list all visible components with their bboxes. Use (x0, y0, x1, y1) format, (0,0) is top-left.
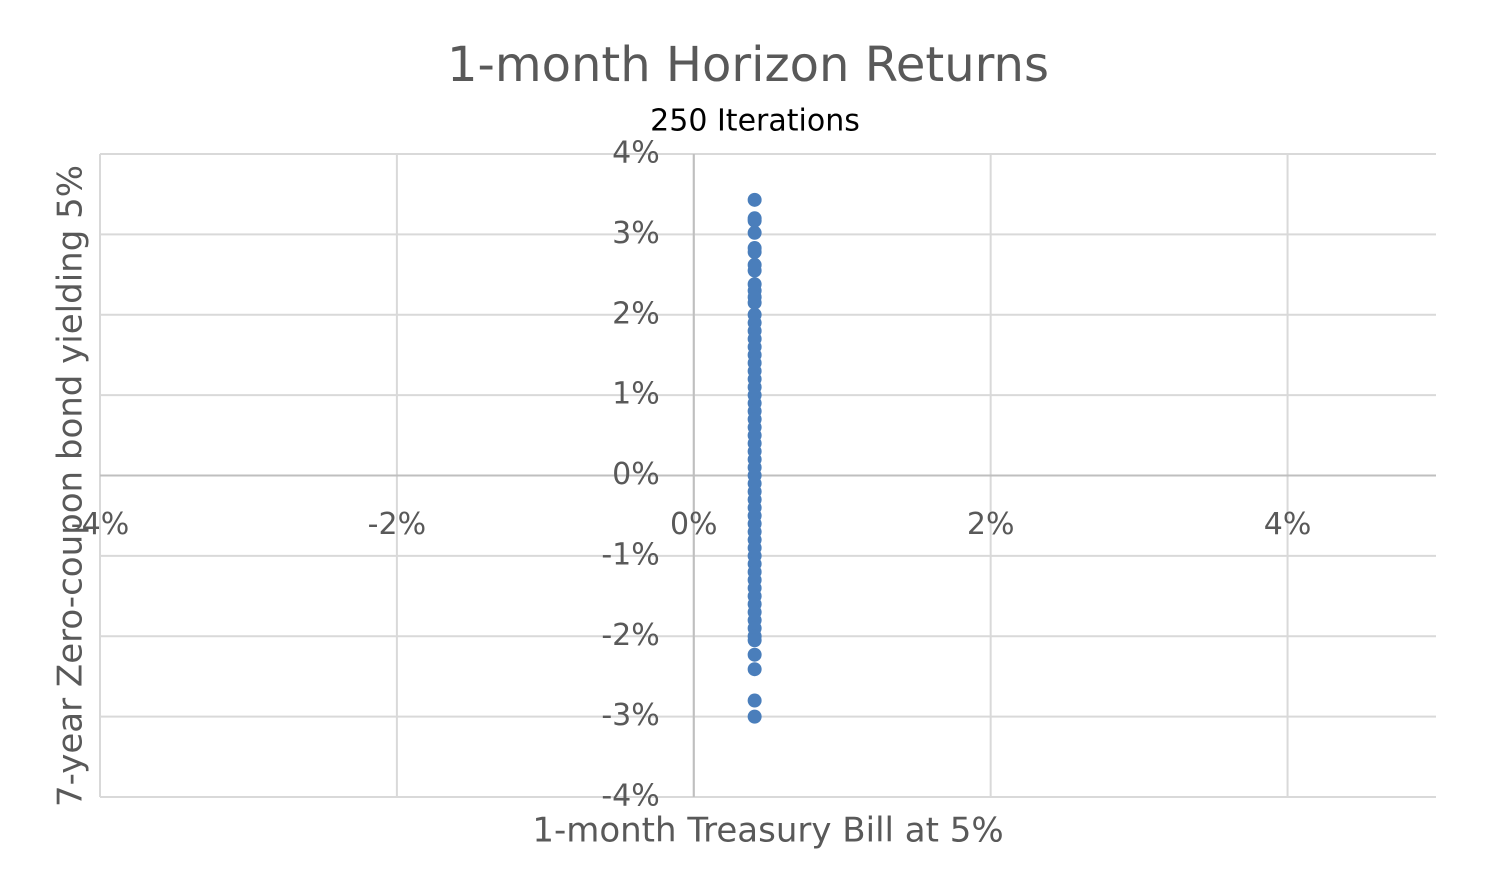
x-tick-label: -4% (71, 507, 129, 542)
y-tick-label: -2% (601, 618, 659, 653)
y-tick-label: 2% (612, 296, 660, 331)
x-tick-label: 0% (670, 507, 718, 542)
y-tick-label: 0% (612, 457, 660, 492)
chart-subtitle: 250 Iterations (650, 104, 860, 139)
y-tick-label: 4% (612, 136, 660, 171)
point (747, 192, 762, 207)
y-tick-label: 3% (612, 216, 660, 251)
point (747, 225, 762, 240)
point (747, 647, 762, 662)
y-tick-label: 1% (612, 377, 660, 412)
y-tick-label: -1% (601, 537, 659, 572)
point (747, 263, 762, 278)
y-tick-label: -4% (601, 779, 659, 814)
y-axis-label: 7-year Zero-coupon bond yielding 5% (51, 165, 91, 807)
point (747, 245, 762, 260)
x-tick-label: 2% (967, 507, 1015, 542)
chart-title: 1-month Horizon Returns (447, 37, 1049, 93)
y-tick-label: -3% (601, 698, 659, 733)
point (747, 213, 762, 228)
point (747, 709, 762, 724)
x-axis-label: 1-month Treasury Bill at 5% (532, 811, 1003, 851)
x-tick-label: -2% (368, 507, 426, 542)
point (747, 693, 762, 708)
point (747, 295, 762, 310)
x-tick-label: 4% (1264, 507, 1312, 542)
point (747, 633, 762, 648)
point (747, 662, 762, 677)
